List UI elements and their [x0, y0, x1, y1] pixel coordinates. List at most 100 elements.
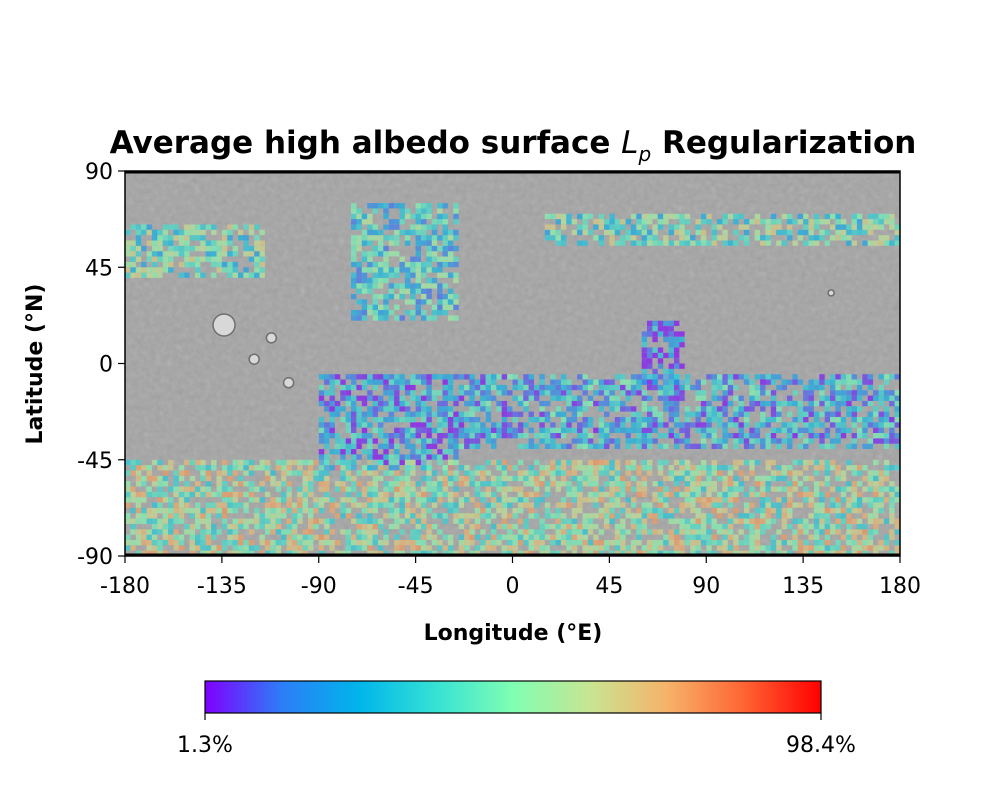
albedo-cell [604, 390, 610, 396]
albedo-cell [889, 438, 895, 444]
albedo-cell [146, 550, 152, 556]
albedo-cell [464, 513, 470, 519]
albedo-cell [797, 379, 804, 385]
albedo-cell [378, 475, 384, 482]
albedo-cell [442, 550, 448, 556]
albedo-cell [776, 465, 782, 471]
albedo-cell [399, 502, 405, 508]
albedo-cell [636, 529, 642, 535]
albedo-cell [216, 261, 222, 268]
albedo-cell [372, 277, 378, 284]
albedo-cell [523, 390, 529, 396]
albedo-cell [394, 491, 400, 498]
albedo-cell [404, 459, 411, 466]
albedo-cell [598, 540, 604, 546]
albedo-cell [813, 240, 820, 246]
albedo-cell [856, 219, 863, 225]
albedo-cell [238, 491, 244, 498]
albedo-cell [151, 545, 158, 551]
albedo-cell [195, 534, 201, 540]
albedo-cell [684, 523, 691, 530]
albedo-cell [394, 545, 400, 551]
albedo-cell [727, 475, 734, 482]
albedo-cell [663, 368, 669, 375]
x-tick-label: 45 [595, 574, 623, 599]
albedo-cell [846, 400, 852, 407]
albedo-cell [125, 513, 131, 519]
albedo-cell [808, 433, 814, 439]
albedo-cell [840, 417, 847, 423]
albedo-cell [151, 235, 158, 241]
albedo-cell [695, 229, 701, 236]
albedo-cell [674, 486, 680, 492]
albedo-cell [415, 406, 421, 412]
albedo-cell [550, 374, 556, 380]
albedo-cell [577, 229, 583, 236]
albedo-cell [690, 443, 696, 449]
albedo-cell [787, 422, 793, 428]
albedo-cell [421, 486, 427, 492]
albedo-cell [770, 534, 777, 540]
albedo-cell [577, 422, 583, 428]
albedo-cell [318, 507, 325, 514]
albedo-cell [803, 384, 809, 391]
albedo-cell [706, 518, 712, 524]
albedo-cell [883, 422, 890, 428]
albedo-cell [501, 534, 508, 540]
albedo-cell [765, 550, 771, 556]
albedo-cell [415, 229, 421, 236]
albedo-cell [630, 384, 637, 391]
albedo-cell [356, 245, 362, 252]
volcano-features [212, 289, 835, 389]
albedo-cell [733, 534, 739, 540]
albedo-cell [437, 438, 443, 444]
albedo-cell [534, 395, 540, 401]
albedo-cell [663, 406, 669, 412]
albedo-cell [378, 545, 384, 551]
albedo-cell [614, 443, 621, 449]
albedo-cell [394, 395, 400, 401]
albedo-cell [178, 502, 185, 508]
albedo-cell [507, 534, 513, 540]
albedo-cell [878, 427, 884, 433]
albedo-cell [130, 491, 136, 498]
albedo-cell [679, 213, 685, 220]
albedo-cell [706, 411, 712, 417]
albedo-cell [846, 550, 852, 556]
albedo-cell [550, 523, 556, 530]
albedo-cell [378, 240, 384, 246]
albedo-cell [883, 417, 890, 423]
albedo-cell [437, 459, 443, 466]
albedo-cell [674, 384, 680, 391]
albedo-cell [286, 550, 292, 556]
albedo-cell [162, 475, 169, 482]
albedo-cell [652, 497, 658, 503]
volcano-marker [212, 313, 236, 337]
albedo-cell [894, 400, 900, 407]
albedo-cell [474, 513, 481, 519]
albedo-cell [227, 507, 233, 514]
albedo-cell [221, 261, 228, 268]
albedo-cell [442, 411, 448, 417]
albedo-cell [577, 481, 583, 487]
albedo-cell [674, 363, 680, 369]
albedo-cell [442, 229, 448, 236]
albedo-cell [523, 379, 529, 385]
albedo-cell [614, 523, 621, 530]
albedo-cell [738, 395, 744, 401]
albedo-cell [141, 272, 147, 278]
albedo-cell [684, 427, 691, 433]
albedo-cell [264, 507, 271, 514]
albedo-cell [593, 523, 599, 530]
albedo-cell [421, 427, 427, 433]
albedo-cell [372, 438, 378, 444]
albedo-cell [221, 245, 228, 252]
albedo-cell [679, 395, 685, 401]
albedo-cell [453, 245, 459, 252]
albedo-cell [803, 219, 809, 225]
albedo-cell [717, 443, 723, 449]
albedo-cell [254, 518, 260, 524]
albedo-cell [749, 486, 755, 492]
albedo-cell [275, 513, 282, 519]
albedo-cell [733, 465, 739, 471]
